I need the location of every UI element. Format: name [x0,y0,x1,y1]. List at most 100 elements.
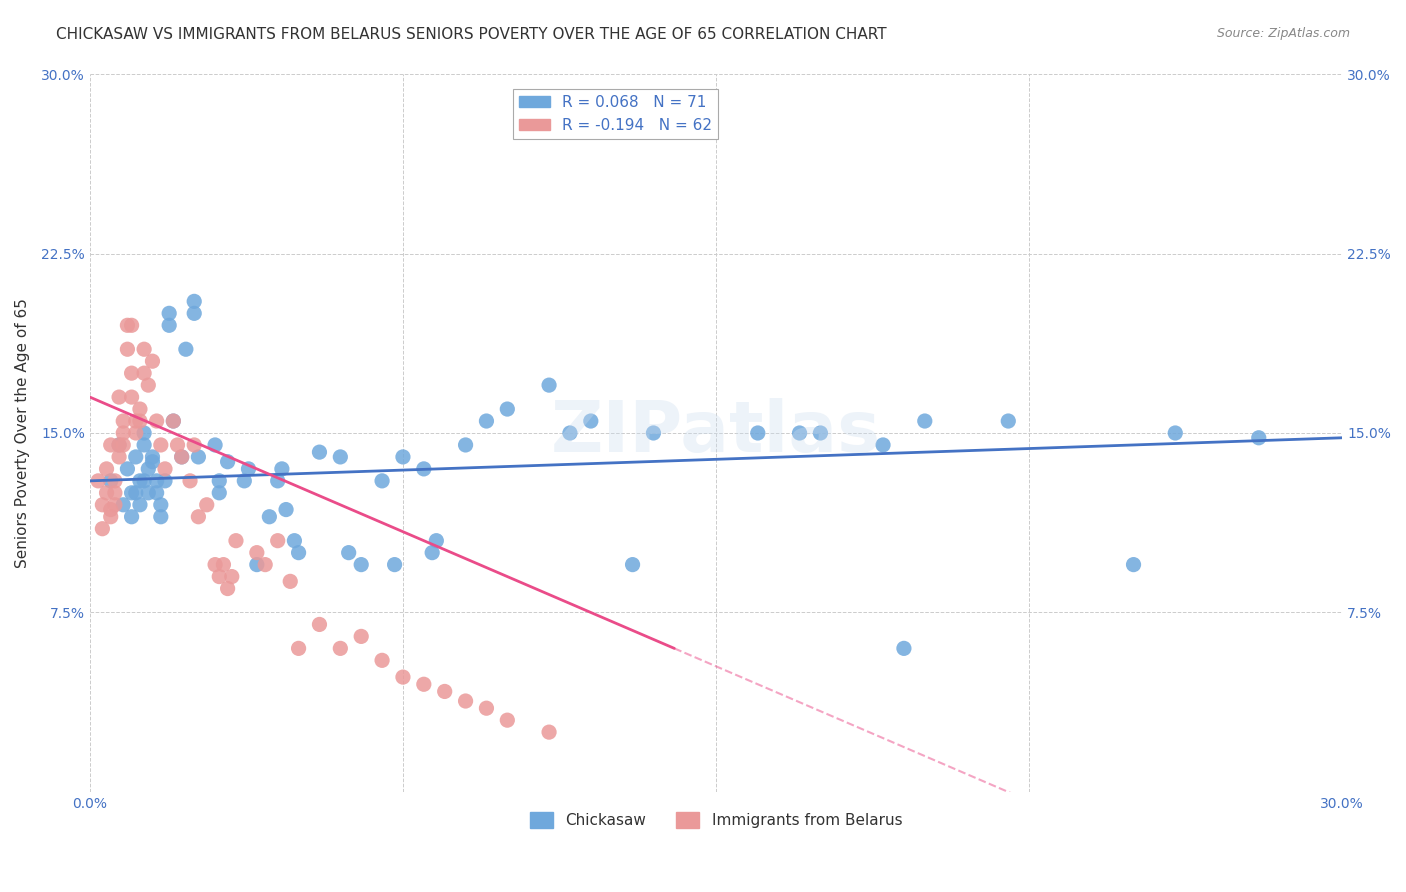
Point [112,425,135,440]
Text: CHICKASAW VS IMMIGRANTS FROM BELARUS SENIORS POVERTY OVER THE AGE OF 65 CORRELAT: CHICKASAW VS IMMIGRANTS FROM BELARUS SEN… [56,27,887,42]
Point [91,498,114,512]
Point [204,438,226,452]
Point [121,366,143,380]
Point [538,378,561,392]
Point [496,713,519,727]
Point [259,509,281,524]
Point [425,533,447,548]
Point [496,402,519,417]
Point [1164,425,1187,440]
Point [134,343,156,357]
Point [125,414,148,428]
Point [134,425,156,440]
Point [145,474,167,488]
Point [1247,431,1270,445]
Point [108,438,131,452]
Point [538,725,561,739]
Point [308,617,330,632]
Point [136,462,159,476]
Point [170,450,193,464]
Point [287,546,309,560]
Point [997,414,1019,428]
Point [117,462,139,476]
Point [112,414,135,428]
Point [558,425,581,440]
Point [125,485,148,500]
Point [121,509,143,524]
Point [162,414,184,428]
Text: Source: ZipAtlas.com: Source: ZipAtlas.com [1216,27,1350,40]
Point [141,450,163,464]
Point [136,485,159,500]
Point [121,390,143,404]
Point [162,414,184,428]
Point [217,455,239,469]
Point [1122,558,1144,572]
Point [136,378,159,392]
Point [100,438,122,452]
Point [747,425,769,440]
Point [157,306,180,320]
Point [153,474,176,488]
Point [337,546,360,560]
Point [91,522,114,536]
Point [621,558,644,572]
Point [270,462,292,476]
Point [329,641,352,656]
Point [420,546,443,560]
Point [145,414,167,428]
Point [100,509,122,524]
Point [274,502,297,516]
Point [187,509,209,524]
Point [643,425,665,440]
Point [112,438,135,452]
Point [225,533,247,548]
Legend: Chickasaw, Immigrants from Belarus: Chickasaw, Immigrants from Belarus [524,806,908,835]
Point [392,670,415,684]
Point [412,462,434,476]
Point [208,474,231,488]
Point [134,366,156,380]
Text: ZIPatlas: ZIPatlas [551,399,882,467]
Point [129,498,152,512]
Point [183,294,205,309]
Point [412,677,434,691]
Point [108,390,131,404]
Point [129,474,152,488]
Point [129,414,152,428]
Point [267,533,290,548]
Point [810,425,832,440]
Point [117,343,139,357]
Point [100,474,122,488]
Point [117,318,139,333]
Point [100,502,122,516]
Point [208,485,231,500]
Point [579,414,602,428]
Point [157,318,180,333]
Point [134,438,156,452]
Point [287,641,309,656]
Point [166,438,188,452]
Point [371,474,394,488]
Point [104,498,127,512]
Point [246,546,269,560]
Point [329,450,352,464]
Point [96,485,118,500]
Point [179,474,201,488]
Point [254,558,277,572]
Point [278,574,301,589]
Point [267,474,290,488]
Point [195,498,218,512]
Point [129,402,152,417]
Point [104,485,127,500]
Point [149,498,172,512]
Point [789,425,811,440]
Point [149,438,172,452]
Point [125,450,148,464]
Point [204,558,226,572]
Point [112,498,135,512]
Point [350,629,373,643]
Point [104,474,127,488]
Point [170,450,193,464]
Point [208,569,231,583]
